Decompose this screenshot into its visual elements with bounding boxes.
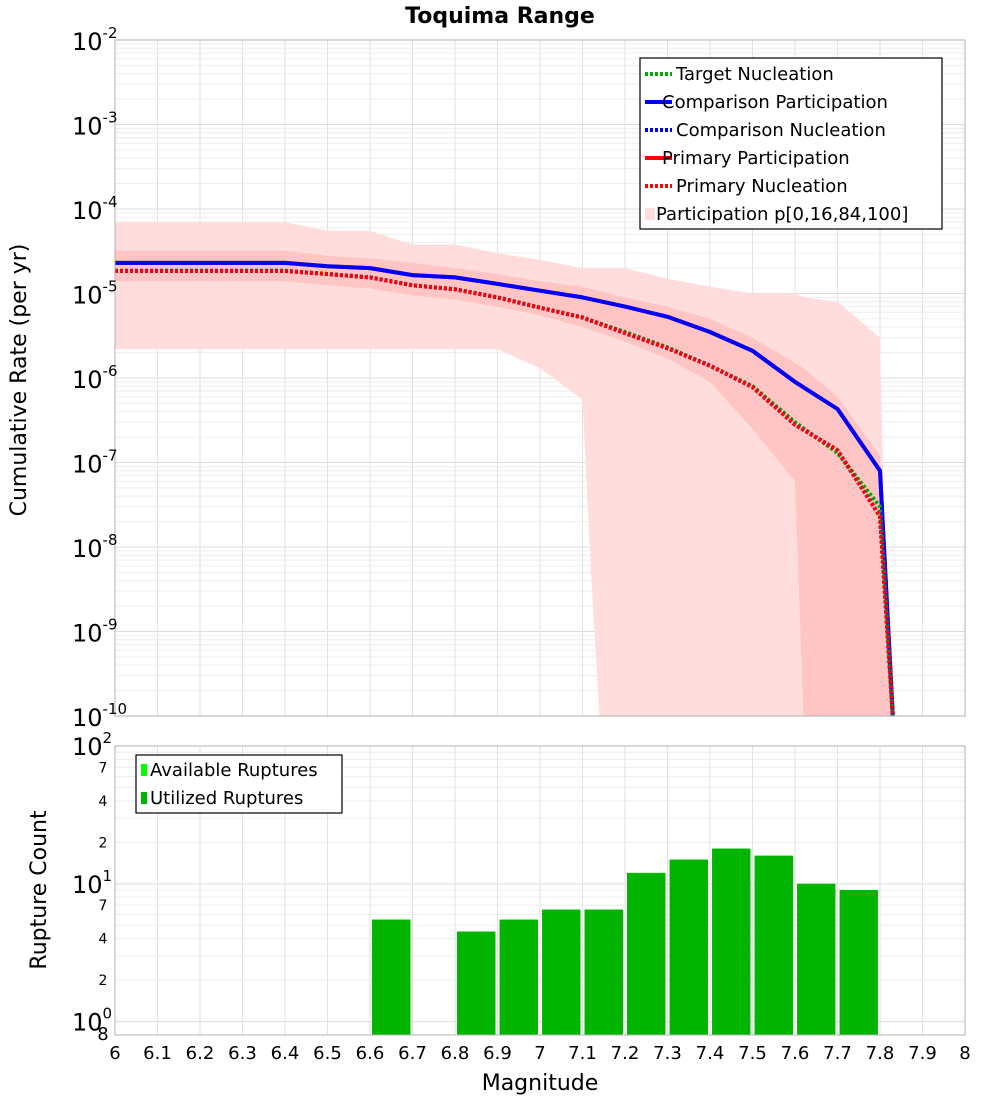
- bottom-y-axis-label: Rupture Count: [27, 810, 52, 970]
- x-tick-label: 6.3: [228, 1043, 257, 1064]
- top-plot-frame: [114, 39, 966, 717]
- x-tick-label: 6.8: [441, 1043, 470, 1064]
- y-tick-label: 10-9: [72, 616, 118, 648]
- bar-utilized: [372, 919, 411, 1035]
- x-tick-label: 7.8: [866, 1043, 895, 1064]
- bottom-plot: 102 101 100 7 4 2 7 4 2 8 Rupture Count Available…: [27, 729, 971, 1096]
- legend-swatch: [141, 792, 147, 804]
- x-ticks: 6 6.1 6.2 6.3 6.4 6.5 6.6 6.7 6.8 6.9 7 7.1 7.2 7.3 7.…: [109, 1043, 970, 1064]
- legend-label: Available Ruptures: [150, 760, 318, 781]
- y-minor-tick-label: 4: [99, 794, 108, 810]
- x-tick-label: 7.5: [738, 1043, 767, 1064]
- y-tick-label: 10-5: [72, 278, 118, 310]
- bottom-bars: [372, 848, 878, 1035]
- legend-label: Target Nucleation: [675, 64, 834, 85]
- x-tick-label: 7.6: [781, 1043, 810, 1064]
- x-tick-label: 7.2: [611, 1043, 640, 1064]
- x-tick-label: 7: [534, 1043, 545, 1064]
- bar-utilized: [584, 909, 623, 1035]
- legend-label: Comparison Participation: [662, 92, 888, 113]
- y-tick-label: 10-2: [72, 24, 118, 56]
- y-tick-label: 10-8: [72, 531, 118, 563]
- y-minor-tick-label: 2: [99, 973, 108, 989]
- series-primary-nucleation: [115, 268, 895, 717]
- bar-utilized: [457, 931, 496, 1035]
- x-tick-label: 6.6: [356, 1043, 385, 1064]
- x-tick-label: 7.4: [696, 1043, 725, 1064]
- y-tick-label: 102: [72, 729, 112, 761]
- legend-label: Primary Nucleation: [676, 176, 848, 197]
- bar-utilized: [712, 848, 751, 1035]
- legend-label: Utilized Ruptures: [150, 788, 303, 809]
- y-minor-tick-label: 2: [99, 835, 108, 851]
- y-minor-tick-label: 4: [99, 932, 108, 948]
- legend-label: Participation p[0,16,84,100]: [656, 204, 908, 225]
- x-tick-label: 6.7: [398, 1043, 427, 1064]
- bottom-plot-frame: [114, 745, 966, 1036]
- x-tick-label: 6.1: [143, 1043, 172, 1064]
- legend-box: [135, 754, 343, 814]
- x-tick-label: 6.9: [483, 1043, 512, 1064]
- x-tick-label: 7.3: [653, 1043, 682, 1064]
- chart-title: Toquima Range: [405, 4, 595, 29]
- bar-utilized: [499, 919, 538, 1035]
- y-tick-label: 10-3: [72, 109, 118, 141]
- top-y-ticks: 10-2 10-3 10-4 10-5 10-6 10-7 10-8 10-9 10-10: [72, 24, 127, 732]
- x-tick-label: 7.7: [823, 1043, 852, 1064]
- bar-utilized: [839, 890, 878, 1035]
- x-tick-label: 6: [109, 1043, 120, 1064]
- legend-label: Comparison Nucleation: [676, 120, 886, 141]
- x-tick-label: 8: [959, 1043, 970, 1064]
- x-tick-label: 6.4: [271, 1043, 300, 1064]
- band-p16-p84: [115, 250, 893, 717]
- y-tick-label: 10-10: [72, 700, 127, 732]
- y-tick-label: 101: [72, 867, 112, 899]
- y-tick-label: 10-6: [72, 362, 118, 394]
- bar-utilized: [627, 872, 666, 1035]
- top-plot: 10-2 10-3 10-4 10-5 10-6 10-7 10-8 10-9 10-10 Cu…: [7, 24, 966, 732]
- legend-swatch: [645, 208, 655, 220]
- top-lines: [115, 260, 895, 717]
- y-tick-label: 10-4: [72, 193, 118, 225]
- bar-utilized: [542, 909, 581, 1035]
- top-legend: Target Nucleation Comparison Participatio…: [639, 57, 943, 230]
- x-tick-label: 6.2: [186, 1043, 215, 1064]
- x-axis-label: Magnitude: [482, 1071, 599, 1096]
- legend-label: Primary Participation: [662, 148, 850, 169]
- x-tick-label: 7.9: [908, 1043, 937, 1064]
- y-minor-tick-label: 7: [99, 898, 108, 914]
- top-y-axis-label: Cumulative Rate (per yr): [7, 244, 32, 517]
- bar-utilized: [797, 883, 836, 1035]
- bar-utilized: [669, 859, 708, 1035]
- y-minor-tick-label: 7: [99, 760, 108, 776]
- top-bands: [115, 222, 893, 717]
- legend-box: [639, 57, 943, 230]
- legend-swatch: [141, 764, 147, 776]
- bottom-y-ticks: 102 101 100 7 4 2 7 4 2 8: [72, 729, 112, 1045]
- series-comparison-participation: [115, 260, 895, 717]
- y-minor-tick-label: 8: [97, 1024, 108, 1045]
- bar-utilized: [754, 855, 793, 1035]
- x-tick-label: 6.5: [313, 1043, 342, 1064]
- bottom-legend: Available Ruptures Utilized Ruptures: [135, 754, 343, 814]
- y-tick-label: 100: [72, 1005, 112, 1037]
- y-tick-label: 10-7: [72, 447, 118, 479]
- x-tick-label: 7.1: [568, 1043, 597, 1064]
